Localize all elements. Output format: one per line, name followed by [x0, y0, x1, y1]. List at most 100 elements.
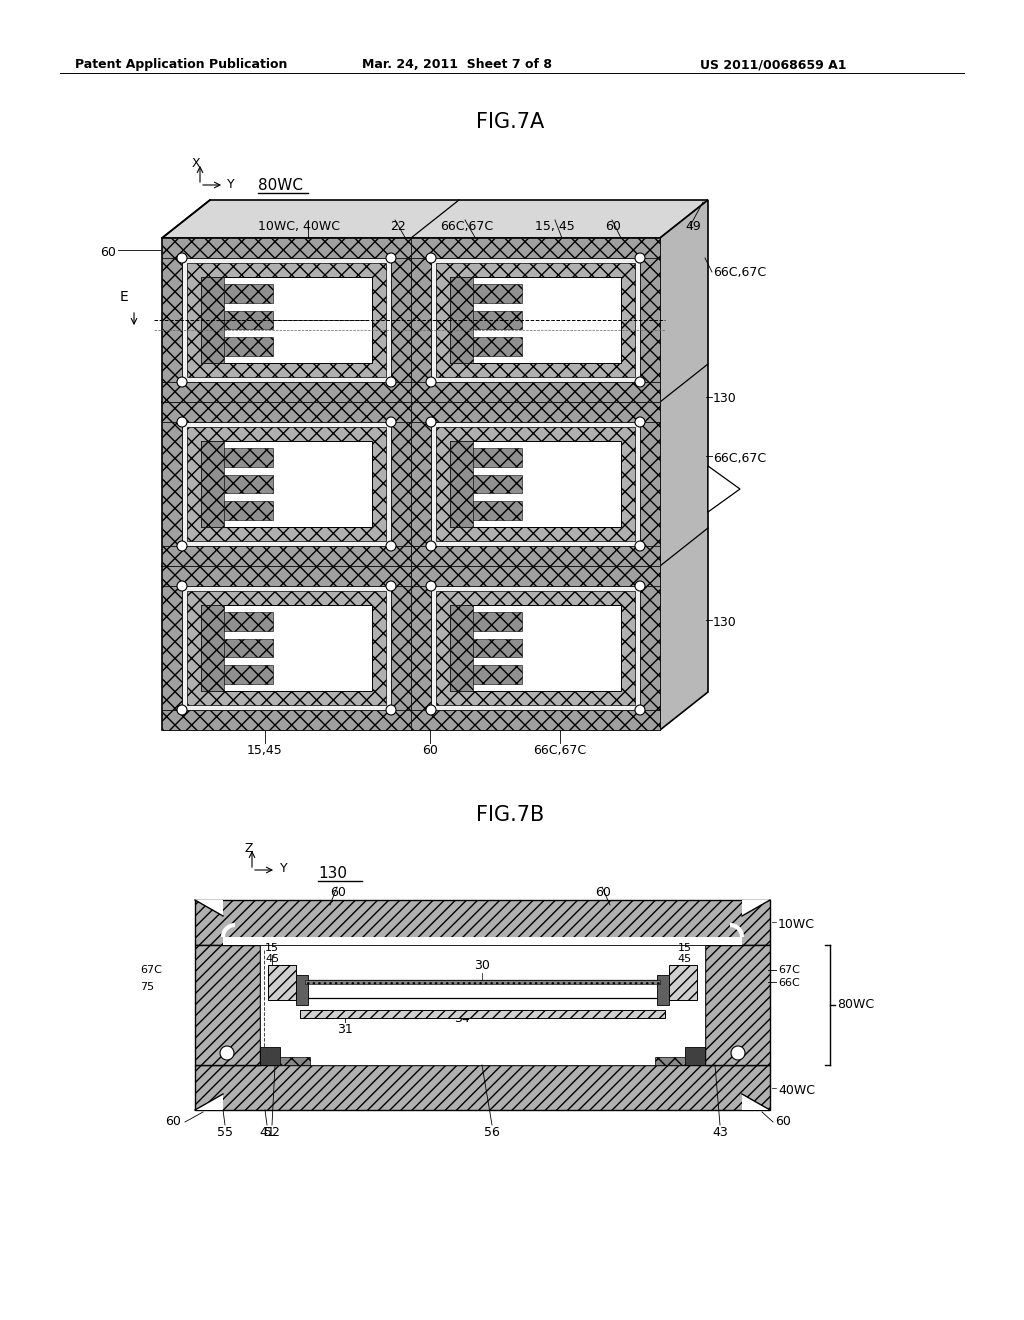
Bar: [162, 422, 182, 546]
Bar: [431, 422, 640, 546]
Text: US 2011/0068659 A1: US 2011/0068659 A1: [700, 58, 847, 71]
Circle shape: [635, 705, 645, 715]
Bar: [201, 605, 224, 690]
Text: 60: 60: [330, 886, 346, 899]
Circle shape: [177, 378, 187, 387]
Bar: [436, 426, 635, 541]
Bar: [450, 277, 621, 363]
Bar: [201, 277, 372, 363]
Circle shape: [635, 253, 645, 263]
Bar: [300, 979, 665, 998]
Polygon shape: [708, 466, 740, 512]
Text: 60: 60: [775, 1115, 791, 1129]
Bar: [473, 337, 522, 355]
Circle shape: [731, 1045, 745, 1060]
Bar: [296, 975, 308, 1005]
Bar: [473, 310, 522, 330]
Bar: [162, 257, 182, 381]
Text: 80WC: 80WC: [837, 998, 874, 1011]
Bar: [411, 566, 660, 586]
Text: 80WC: 80WC: [258, 178, 303, 193]
Circle shape: [426, 253, 436, 263]
Bar: [201, 277, 224, 363]
Bar: [224, 310, 272, 330]
Bar: [224, 284, 272, 304]
Bar: [162, 586, 182, 710]
Text: Patent Application Publication: Patent Application Publication: [75, 58, 288, 71]
Bar: [260, 945, 705, 1065]
Bar: [657, 975, 669, 1005]
Circle shape: [426, 705, 436, 715]
Text: 31: 31: [337, 1023, 353, 1036]
Bar: [224, 612, 272, 631]
Bar: [431, 257, 640, 381]
Text: FIG.7B: FIG.7B: [476, 805, 544, 825]
Text: FIG.7A: FIG.7A: [476, 112, 544, 132]
Bar: [473, 284, 522, 304]
Text: 49: 49: [685, 220, 700, 234]
Text: 45: 45: [265, 954, 280, 964]
Text: E: E: [120, 290, 129, 304]
Bar: [201, 441, 372, 527]
Text: Z: Z: [245, 842, 253, 855]
Bar: [162, 711, 660, 730]
Bar: [655, 1057, 685, 1065]
Bar: [162, 710, 411, 730]
Circle shape: [386, 253, 396, 263]
Circle shape: [386, 417, 396, 426]
Bar: [411, 422, 431, 546]
Circle shape: [386, 581, 396, 591]
Text: 60: 60: [605, 220, 621, 234]
Text: 15,45: 15,45: [247, 744, 283, 756]
Text: 45: 45: [678, 954, 692, 964]
Text: 66C,67C: 66C,67C: [200, 267, 253, 279]
Text: Mar. 24, 2011  Sheet 7 of 8: Mar. 24, 2011 Sheet 7 of 8: [362, 58, 552, 71]
Bar: [640, 422, 660, 546]
Bar: [162, 238, 411, 257]
Circle shape: [177, 417, 187, 426]
Text: 22: 22: [390, 220, 406, 234]
Bar: [640, 586, 660, 710]
Text: 60: 60: [165, 1115, 181, 1129]
Bar: [391, 422, 411, 546]
Text: 15, 45: 15, 45: [535, 220, 574, 234]
Bar: [195, 945, 260, 1065]
Bar: [280, 1057, 310, 1065]
Polygon shape: [660, 201, 708, 730]
Text: 66C,67C: 66C,67C: [713, 267, 766, 279]
Bar: [411, 546, 660, 566]
Bar: [195, 900, 770, 945]
Text: 34: 34: [454, 1012, 470, 1026]
Bar: [260, 1047, 280, 1065]
Bar: [187, 591, 386, 705]
Bar: [224, 337, 272, 355]
Circle shape: [635, 378, 645, 387]
Bar: [162, 381, 411, 403]
Bar: [473, 500, 522, 520]
Bar: [391, 257, 411, 381]
Text: 40WC: 40WC: [778, 1084, 815, 1097]
Bar: [431, 586, 640, 710]
Polygon shape: [195, 1094, 223, 1110]
Text: 75: 75: [140, 982, 155, 993]
Bar: [201, 441, 224, 527]
Text: 66C,67C: 66C,67C: [440, 220, 494, 234]
Circle shape: [386, 378, 396, 387]
Text: E: E: [481, 300, 487, 309]
Bar: [473, 612, 522, 631]
Text: X: X: [191, 157, 201, 170]
Text: 75: 75: [674, 968, 688, 978]
Bar: [224, 449, 272, 467]
Circle shape: [635, 581, 645, 591]
Bar: [669, 965, 697, 1001]
Bar: [182, 586, 391, 710]
Bar: [305, 979, 660, 983]
Bar: [162, 238, 660, 730]
Text: 60: 60: [595, 886, 611, 899]
Circle shape: [635, 417, 645, 426]
Text: 15: 15: [265, 942, 279, 953]
Text: 10WC, 40WC: 10WC, 40WC: [258, 220, 340, 234]
Bar: [450, 441, 621, 527]
Bar: [473, 665, 522, 684]
Text: 66C: 66C: [778, 978, 800, 987]
